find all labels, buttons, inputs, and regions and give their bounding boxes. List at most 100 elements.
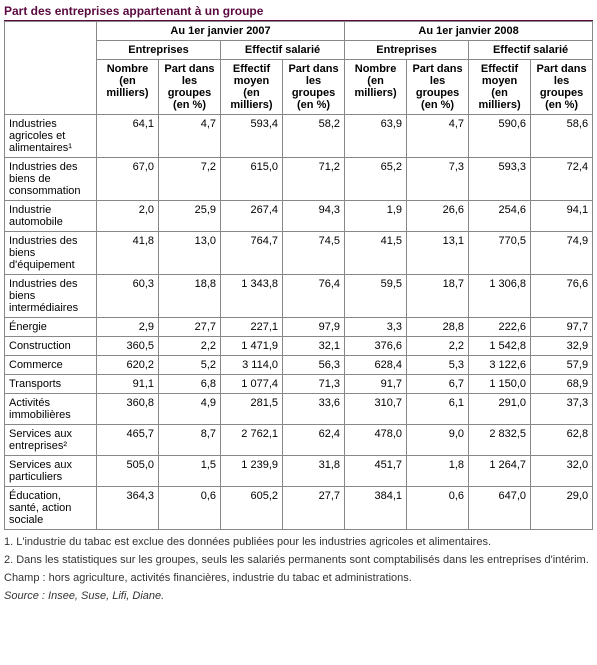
cell-value: 291,0 [469, 394, 531, 425]
cell-value: 32,0 [531, 456, 593, 487]
cell-value: 647,0 [469, 487, 531, 530]
table-row: Activités immobilières360,84,9281,533,63… [5, 394, 593, 425]
cell-value: 9,0 [407, 425, 469, 456]
cell-value: 97,7 [531, 318, 593, 337]
header-entreprises-2007: Entreprises [97, 41, 221, 60]
cell-value: 32,9 [531, 337, 593, 356]
header-entreprises-2008: Entreprises [345, 41, 469, 60]
cell-value: 2,9 [97, 318, 159, 337]
cell-value: 71,3 [283, 375, 345, 394]
cell-value: 310,7 [345, 394, 407, 425]
cell-value: 33,6 [283, 394, 345, 425]
cell-value: 6,1 [407, 394, 469, 425]
table-row: Construction360,52,21 471,932,1376,62,21… [5, 337, 593, 356]
cell-value: 1 471,9 [221, 337, 283, 356]
cell-value: 41,5 [345, 232, 407, 275]
table-row: Commerce620,25,23 114,056,3628,45,33 122… [5, 356, 593, 375]
cell-value: 628,4 [345, 356, 407, 375]
cell-value: 94,3 [283, 201, 345, 232]
cell-value: 13,0 [159, 232, 221, 275]
row-label: Éducation, santé, action sociale [5, 487, 97, 530]
cell-value: 76,6 [531, 275, 593, 318]
cell-value: 28,8 [407, 318, 469, 337]
row-label: Activités immobilières [5, 394, 97, 425]
cell-value: 764,7 [221, 232, 283, 275]
cell-value: 1,9 [345, 201, 407, 232]
cell-value: 593,3 [469, 158, 531, 201]
row-label: Construction [5, 337, 97, 356]
col-part-2008: Part dans les groupes (en %) [407, 60, 469, 115]
cell-value: 13,1 [407, 232, 469, 275]
table-row: Services aux entreprises²465,78,72 762,1… [5, 425, 593, 456]
cell-value: 4,9 [159, 394, 221, 425]
row-label: Services aux particuliers [5, 456, 97, 487]
cell-value: 2,2 [407, 337, 469, 356]
table-row: Transports91,16,81 077,471,391,76,71 150… [5, 375, 593, 394]
row-label: Industries des biens intermédiaires [5, 275, 97, 318]
cell-value: 605,2 [221, 487, 283, 530]
footnotes: 1. L'industrie du tabac est exclue des d… [4, 536, 593, 602]
cell-value: 360,8 [97, 394, 159, 425]
cell-value: 7,3 [407, 158, 469, 201]
cell-value: 1 542,8 [469, 337, 531, 356]
cell-value: 6,7 [407, 375, 469, 394]
cell-value: 74,9 [531, 232, 593, 275]
cell-value: 590,6 [469, 115, 531, 158]
cell-value: 1,8 [407, 456, 469, 487]
cell-value: 1,5 [159, 456, 221, 487]
cell-value: 72,4 [531, 158, 593, 201]
cell-value: 26,6 [407, 201, 469, 232]
cell-value: 505,0 [97, 456, 159, 487]
cell-value: 615,0 [221, 158, 283, 201]
cell-value: 31,8 [283, 456, 345, 487]
cell-value: 5,2 [159, 356, 221, 375]
cell-value: 65,2 [345, 158, 407, 201]
cell-value: 770,5 [469, 232, 531, 275]
row-label: Industrie automobile [5, 201, 97, 232]
cell-value: 27,7 [283, 487, 345, 530]
cell-value: 620,2 [97, 356, 159, 375]
table-row: Éducation, santé, action sociale364,30,6… [5, 487, 593, 530]
table-row: Industries des biens de consommation67,0… [5, 158, 593, 201]
cell-value: 254,6 [469, 201, 531, 232]
table-row: Énergie2,927,7227,197,93,328,8222,697,7 [5, 318, 593, 337]
row-label: Énergie [5, 318, 97, 337]
row-label: Industries agricoles et alimentaires¹ [5, 115, 97, 158]
cell-value: 376,6 [345, 337, 407, 356]
cell-value: 29,0 [531, 487, 593, 530]
cell-value: 2 832,5 [469, 425, 531, 456]
cell-value: 76,4 [283, 275, 345, 318]
table-row: Industries des biens intermédiaires60,31… [5, 275, 593, 318]
cell-value: 74,5 [283, 232, 345, 275]
cell-value: 3 122,6 [469, 356, 531, 375]
cell-value: 60,3 [97, 275, 159, 318]
cell-value: 18,8 [159, 275, 221, 318]
table-row: Industries agricoles et alimentaires¹64,… [5, 115, 593, 158]
cell-value: 1 239,9 [221, 456, 283, 487]
cell-value: 0,6 [159, 487, 221, 530]
cell-value: 25,9 [159, 201, 221, 232]
cell-value: 56,3 [283, 356, 345, 375]
cell-value: 1 150,0 [469, 375, 531, 394]
row-label: Commerce [5, 356, 97, 375]
cell-value: 8,7 [159, 425, 221, 456]
header-year-2007: Au 1er janvier 2007 [97, 22, 345, 41]
cell-value: 478,0 [345, 425, 407, 456]
cell-value: 63,9 [345, 115, 407, 158]
cell-value: 1 306,8 [469, 275, 531, 318]
col-nombre-2008: Nombre (en milliers) [345, 60, 407, 115]
col-nombre-2007: Nombre (en milliers) [97, 60, 159, 115]
cell-value: 67,0 [97, 158, 159, 201]
cell-value: 37,3 [531, 394, 593, 425]
footnote-champ: Champ : hors agriculture, activités fina… [4, 572, 593, 584]
cell-value: 41,8 [97, 232, 159, 275]
row-label: Transports [5, 375, 97, 394]
footnote-source: Source : Insee, Suse, Lifi, Diane. [4, 590, 593, 602]
footnote-2: 2. Dans les statistiques sur les groupes… [4, 554, 593, 566]
cell-value: 59,5 [345, 275, 407, 318]
cell-value: 32,1 [283, 337, 345, 356]
data-table: Au 1er janvier 2007 Au 1er janvier 2008 … [4, 21, 593, 530]
row-label: Industries des biens de consommation [5, 158, 97, 201]
cell-value: 0,6 [407, 487, 469, 530]
cell-value: 58,6 [531, 115, 593, 158]
